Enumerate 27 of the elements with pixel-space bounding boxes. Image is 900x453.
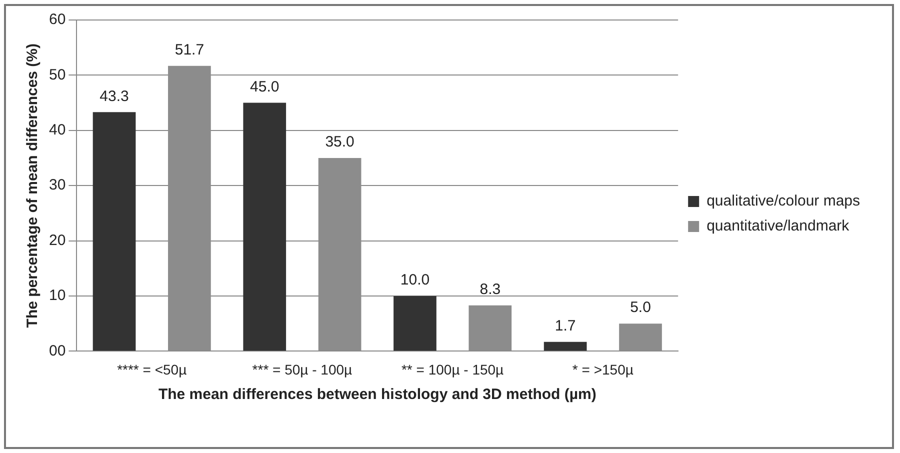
y-tick-label: 40 (48, 122, 66, 139)
y-tick-label: 30 (48, 176, 66, 194)
y-tick-label: 50 (48, 66, 66, 84)
bar (243, 102, 286, 351)
y-tick-label: 20 (48, 232, 66, 249)
y-tick-label: 60 (48, 11, 66, 28)
bar (544, 342, 587, 351)
x-tick-label: ** = 100µ - 150µ (401, 361, 504, 378)
x-tick-label: *** = 50µ - 100µ (252, 361, 352, 378)
data-label: 1.7 (554, 317, 576, 334)
legend-label: quantitative/landmark (706, 218, 850, 235)
data-label: 43.3 (100, 88, 129, 105)
data-label: 45.0 (250, 78, 280, 96)
legend-label: qualitative/colour maps (706, 192, 860, 210)
data-label: 8.3 (480, 281, 501, 298)
bar (92, 112, 136, 351)
bar (394, 296, 436, 351)
data-label: 5.0 (630, 299, 651, 316)
data-label: 35.0 (325, 134, 354, 151)
data-label: 10.0 (400, 272, 430, 289)
x-tick-label: **** = <50µ (117, 361, 187, 378)
data-label: 51.7 (174, 41, 204, 58)
x-tick-label: * = >150µ (572, 361, 634, 378)
y-tick-label: 10 (48, 287, 66, 304)
x-axis-title: The mean differences between histology and 3D method (µm) (158, 386, 596, 404)
y-axis-title: The percentage of mean differences (%) (24, 43, 42, 328)
y-tick-label: 00 (48, 342, 66, 360)
